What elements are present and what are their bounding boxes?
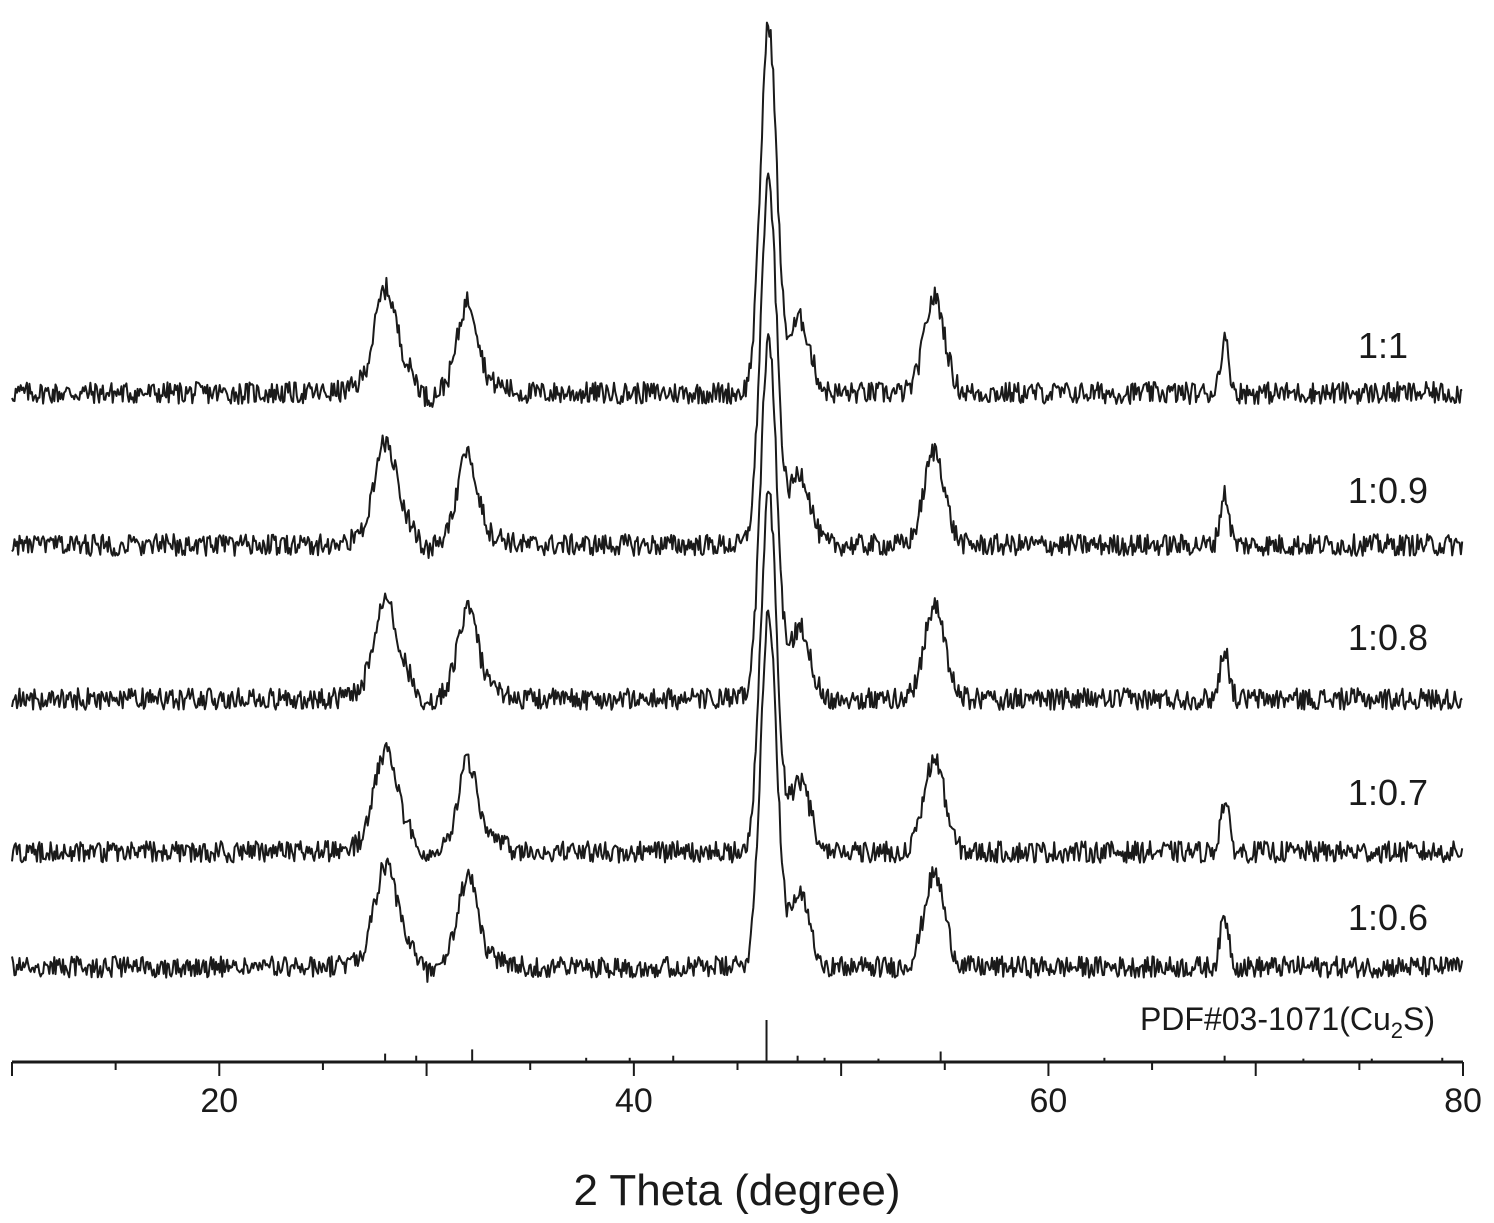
series-label: 1:0.9 <box>1348 470 1428 511</box>
reference-label-main: PDF#03-1071(Cu <box>1140 1001 1391 1037</box>
pattern-line <box>12 174 1462 559</box>
reference-label: PDF#03-1071(Cu2S) <box>1140 1001 1435 1043</box>
pattern-line <box>12 611 1462 982</box>
x-axis-title: 2 Theta (degree) <box>574 1166 901 1215</box>
series-label: 1:0.6 <box>1348 897 1428 938</box>
x-tick-label: 20 <box>200 1082 238 1120</box>
reference-pattern: PDF#03-1071(Cu2S) <box>385 1001 1442 1062</box>
reference-label-subscript: 2 <box>1391 1018 1403 1043</box>
series-label: 1:0.7 <box>1348 772 1428 813</box>
x-axis: 20 40 60 80 2 Theta (degree) <box>12 1062 1482 1215</box>
reference-label-end: S) <box>1403 1001 1435 1037</box>
series-label: 1:0.8 <box>1348 617 1428 658</box>
x-tick-label: 40 <box>615 1082 653 1120</box>
x-tick-label: 80 <box>1444 1082 1482 1120</box>
series-label: 1:1 <box>1358 325 1408 366</box>
x-tick-label: 60 <box>1030 1082 1068 1120</box>
x-ticks: 20 40 60 80 <box>12 1062 1482 1120</box>
diffraction-patterns <box>12 23 1462 982</box>
pattern-line <box>12 23 1462 407</box>
